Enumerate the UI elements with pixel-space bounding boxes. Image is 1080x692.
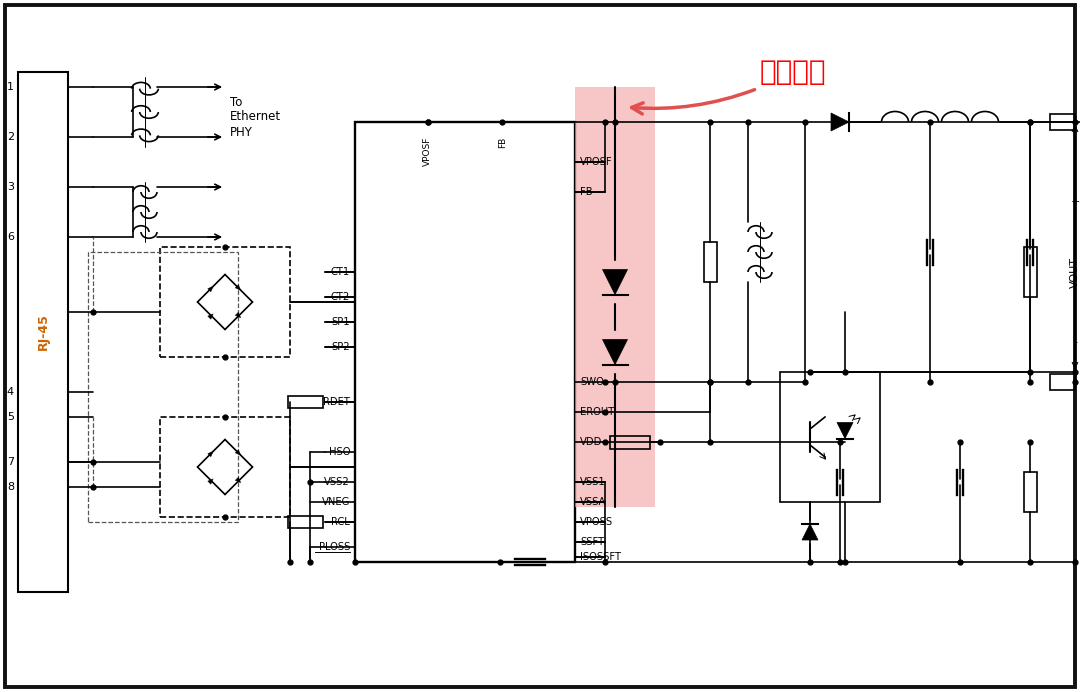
- Polygon shape: [235, 450, 241, 455]
- Polygon shape: [837, 423, 853, 439]
- Polygon shape: [207, 313, 213, 319]
- Bar: [287, 516, 323, 528]
- Text: 8: 8: [6, 482, 14, 492]
- Polygon shape: [603, 269, 627, 295]
- Text: SP2: SP2: [332, 342, 350, 352]
- Bar: [1024, 247, 1037, 297]
- Polygon shape: [207, 451, 213, 457]
- Text: 7: 7: [6, 457, 14, 467]
- Bar: [18, 72, 68, 592]
- Text: CT1: CT1: [330, 267, 350, 277]
- Text: VPOSF: VPOSF: [580, 157, 612, 167]
- Polygon shape: [831, 113, 849, 131]
- Text: SSFT: SSFT: [580, 537, 604, 547]
- Text: RCL: RCL: [332, 517, 350, 527]
- Bar: [703, 242, 716, 282]
- Text: SWO: SWO: [580, 377, 604, 387]
- Polygon shape: [235, 477, 241, 483]
- Text: -: -: [1074, 337, 1077, 347]
- Text: 3: 3: [6, 182, 14, 192]
- Bar: [160, 417, 291, 517]
- Text: 抑制尖峰: 抑制尖峰: [632, 58, 826, 114]
- Polygon shape: [603, 340, 627, 365]
- Polygon shape: [802, 524, 818, 540]
- Text: RJ-45: RJ-45: [37, 313, 50, 350]
- Text: PLOSS: PLOSS: [319, 542, 350, 552]
- Bar: [1050, 374, 1075, 390]
- Text: +: +: [1070, 197, 1080, 207]
- Text: VPOSS: VPOSS: [580, 517, 613, 527]
- Bar: [355, 122, 575, 562]
- Bar: [287, 396, 323, 408]
- Text: VNEG: VNEG: [322, 497, 350, 507]
- Bar: [575, 87, 654, 507]
- Polygon shape: [235, 312, 241, 318]
- Text: ISOSSFT: ISOSSFT: [580, 552, 621, 562]
- Text: 6: 6: [6, 232, 14, 242]
- Polygon shape: [207, 479, 213, 484]
- Text: SP1: SP1: [332, 317, 350, 327]
- Text: 5: 5: [6, 412, 14, 422]
- Bar: [610, 435, 650, 448]
- Bar: [87, 252, 238, 522]
- Text: 2: 2: [6, 132, 14, 142]
- Text: VSS1: VSS1: [580, 477, 606, 487]
- Text: HSO: HSO: [328, 447, 350, 457]
- Polygon shape: [207, 286, 213, 292]
- Text: FB: FB: [580, 187, 593, 197]
- Text: VPOSF: VPOSF: [423, 137, 432, 166]
- Bar: [1050, 114, 1075, 130]
- Bar: [780, 372, 880, 502]
- Text: 4: 4: [6, 387, 14, 397]
- Text: To
Ethernet
PHY: To Ethernet PHY: [230, 95, 281, 138]
- Text: RDET: RDET: [323, 397, 350, 407]
- Text: 1: 1: [6, 82, 14, 92]
- Text: VSS2: VSS2: [324, 477, 350, 487]
- Text: VSSA: VSSA: [580, 497, 606, 507]
- Text: VDD: VDD: [580, 437, 603, 447]
- Polygon shape: [235, 284, 241, 290]
- Text: FB: FB: [498, 137, 507, 148]
- Bar: [160, 247, 291, 357]
- Text: CT2: CT2: [330, 292, 350, 302]
- Text: EROUT: EROUT: [580, 407, 615, 417]
- Bar: [1024, 472, 1037, 512]
- Text: VOUT: VOUT: [1070, 257, 1080, 287]
